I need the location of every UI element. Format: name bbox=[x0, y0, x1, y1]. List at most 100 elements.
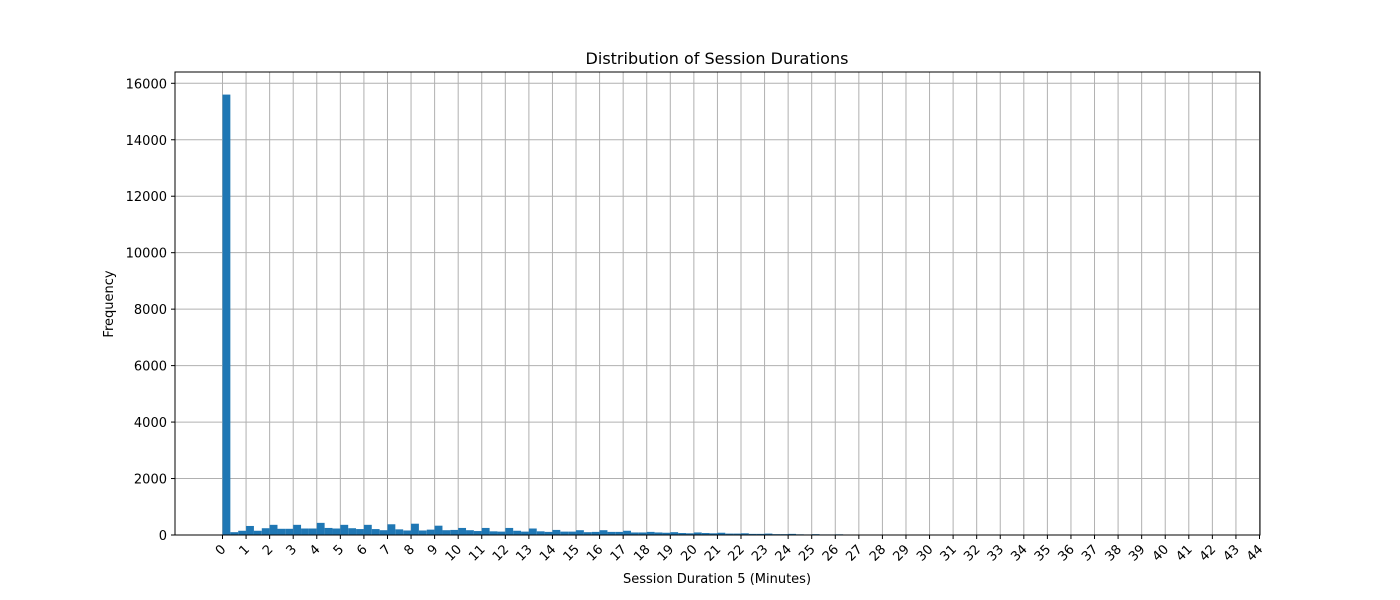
x-tick-label: 20 bbox=[678, 542, 700, 564]
histogram-bar bbox=[607, 531, 616, 535]
histogram-bar bbox=[544, 531, 553, 535]
histogram-bar bbox=[473, 531, 482, 535]
histogram-bar bbox=[261, 528, 270, 535]
histogram-bar bbox=[741, 533, 749, 535]
histogram-bar bbox=[222, 94, 231, 536]
histogram-bar bbox=[293, 524, 302, 535]
grid-layer bbox=[175, 72, 1260, 536]
histogram-bar bbox=[528, 528, 537, 535]
histogram-bar bbox=[277, 528, 286, 535]
x-tick-label: 37 bbox=[1079, 542, 1101, 564]
x-tick-label: 5 bbox=[331, 542, 347, 558]
histogram-bar bbox=[646, 531, 655, 535]
histogram-bar bbox=[756, 533, 765, 535]
histogram-bar bbox=[348, 528, 357, 535]
y-tick-label: 16000 bbox=[126, 77, 167, 92]
x-tick-label: 18 bbox=[631, 542, 653, 564]
x-tick-label: 16 bbox=[584, 542, 606, 564]
histogram-bar bbox=[513, 530, 522, 535]
y-tick-label: 0 bbox=[159, 529, 167, 544]
histogram-bar bbox=[363, 524, 372, 535]
histogram-bar bbox=[481, 527, 490, 535]
x-tick-label: 7 bbox=[378, 542, 394, 558]
histogram-bar bbox=[403, 530, 412, 535]
x-tick-label: 26 bbox=[820, 542, 842, 564]
histogram-bar bbox=[238, 530, 247, 535]
histogram-bar bbox=[285, 528, 294, 535]
bars-layer bbox=[222, 94, 938, 536]
x-tick-label: 28 bbox=[867, 542, 889, 564]
x-tick-label: 0 bbox=[213, 542, 229, 558]
histogram-bar bbox=[560, 531, 569, 535]
x-tick-label: 14 bbox=[537, 542, 559, 564]
histogram-bar bbox=[615, 531, 624, 535]
histogram-bar bbox=[638, 532, 647, 535]
x-tick-label: 19 bbox=[655, 542, 677, 564]
x-tick-label: 33 bbox=[985, 542, 1007, 564]
x-tick-label: 17 bbox=[608, 542, 630, 564]
x-axis-label: Session Duration 5 (Minutes) bbox=[623, 572, 811, 587]
x-tick-label: 11 bbox=[466, 542, 488, 564]
histogram-bar bbox=[379, 530, 388, 535]
x-tick-label: 23 bbox=[749, 542, 771, 564]
histogram-bar bbox=[552, 529, 561, 535]
histogram-bar bbox=[301, 528, 309, 535]
x-tick-label: 32 bbox=[961, 542, 983, 564]
x-tick-label: 9 bbox=[425, 542, 441, 558]
histogram-bar bbox=[788, 533, 796, 535]
x-tick-label: 27 bbox=[843, 542, 865, 564]
x-tick-label: 24 bbox=[773, 542, 795, 564]
histogram-bar bbox=[316, 522, 325, 535]
histogram-bar bbox=[387, 524, 396, 535]
histogram-bar bbox=[693, 532, 702, 535]
histogram-bar bbox=[411, 523, 419, 535]
histogram-bar bbox=[764, 533, 773, 535]
x-tick-label: 15 bbox=[561, 542, 583, 564]
histogram-bar bbox=[230, 532, 239, 535]
histogram-bar bbox=[253, 530, 262, 535]
x-tick-label: 10 bbox=[443, 542, 465, 564]
histogram-bar bbox=[678, 533, 686, 535]
x-tick-label: 39 bbox=[1126, 542, 1148, 564]
x-tick-label: 41 bbox=[1173, 542, 1195, 564]
histogram-bar bbox=[466, 530, 474, 535]
histogram-bar bbox=[599, 530, 608, 535]
histogram-bar bbox=[591, 531, 600, 535]
x-tick-label: 22 bbox=[726, 542, 748, 564]
y-tick-label: 14000 bbox=[126, 134, 167, 149]
histogram-bar bbox=[246, 525, 254, 535]
histogram-bar bbox=[324, 527, 333, 535]
y-tick-label: 6000 bbox=[134, 360, 167, 375]
x-tick-label: 34 bbox=[1008, 542, 1030, 564]
histogram-bar bbox=[576, 530, 584, 535]
y-tick-label: 4000 bbox=[134, 416, 167, 431]
x-tick-label: 3 bbox=[284, 542, 300, 558]
x-tick-label: 12 bbox=[490, 542, 512, 564]
histogram-bar bbox=[332, 528, 341, 535]
x-tick-label: 35 bbox=[1032, 542, 1054, 564]
histogram-bar bbox=[709, 533, 718, 535]
histogram-bar bbox=[426, 529, 435, 535]
histogram-bar bbox=[356, 529, 364, 535]
x-tick-label: 42 bbox=[1197, 542, 1219, 564]
x-tick-label: 4 bbox=[307, 542, 323, 558]
histogram-bar bbox=[568, 531, 577, 535]
x-tick-label: 2 bbox=[260, 542, 276, 558]
chart-title: Distribution of Session Durations bbox=[586, 49, 849, 68]
histogram-bar bbox=[521, 531, 529, 535]
histogram-bar bbox=[623, 530, 632, 535]
x-tick-label: 29 bbox=[890, 542, 912, 564]
histogram-bar bbox=[505, 527, 514, 535]
histogram-bar bbox=[450, 529, 459, 535]
x-tick-label: 8 bbox=[401, 542, 417, 558]
histogram-bar bbox=[654, 532, 663, 535]
histogram-bar bbox=[418, 530, 427, 535]
x-tick-label: 30 bbox=[914, 542, 936, 564]
x-tick-label: 13 bbox=[513, 542, 535, 564]
histogram-bar bbox=[662, 532, 671, 535]
x-tick-label: 25 bbox=[796, 542, 818, 564]
histogram-bar bbox=[458, 527, 467, 535]
histogram-bar bbox=[434, 525, 443, 535]
x-tick-label: 36 bbox=[1055, 542, 1077, 564]
